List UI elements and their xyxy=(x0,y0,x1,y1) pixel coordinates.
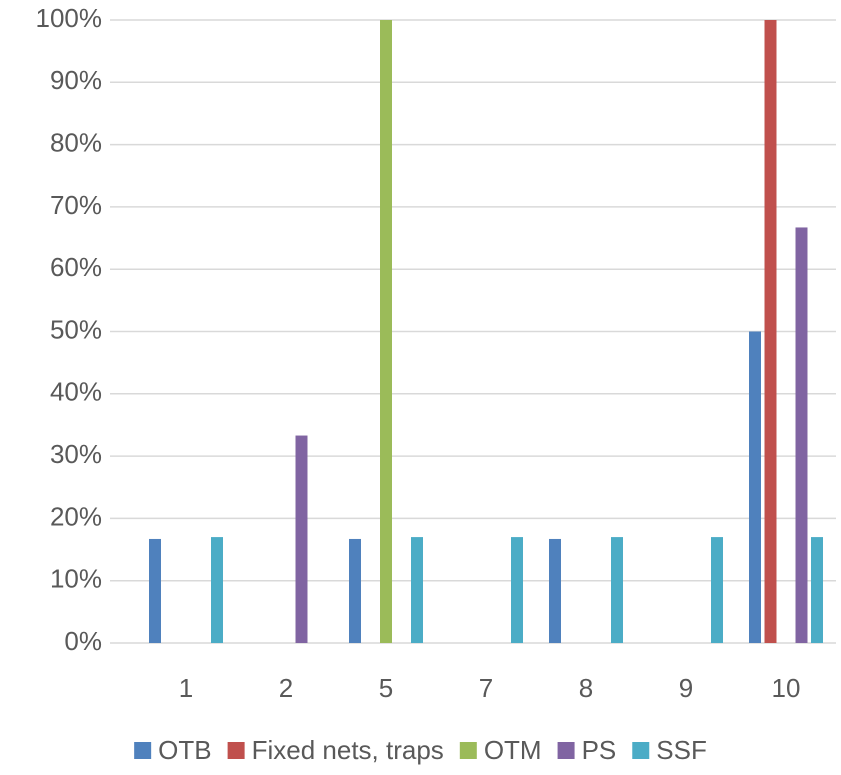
bar xyxy=(211,537,223,643)
x-tick-label: 10 xyxy=(772,673,801,703)
y-tick-label: 90% xyxy=(50,65,102,95)
legend-label: SSF xyxy=(656,735,707,765)
y-tick-label: 50% xyxy=(50,314,102,344)
y-tick-label: 70% xyxy=(50,190,102,220)
bar xyxy=(511,537,523,643)
x-tick-label: 5 xyxy=(379,673,393,703)
bar xyxy=(749,332,761,644)
bar xyxy=(811,537,823,643)
y-tick-label: 30% xyxy=(50,439,102,469)
y-tick-label: 20% xyxy=(50,501,102,531)
bar xyxy=(296,436,308,643)
legend-label: OTB xyxy=(158,735,211,765)
bar xyxy=(149,539,161,643)
y-tick-label: 40% xyxy=(50,377,102,407)
x-tick-label: 2 xyxy=(279,673,293,703)
y-tick-label: 0% xyxy=(64,626,102,656)
bar xyxy=(765,20,777,643)
x-tick-label: 8 xyxy=(579,673,593,703)
x-tick-label: 9 xyxy=(679,673,693,703)
legend-swatch xyxy=(460,742,477,759)
bar xyxy=(711,537,723,643)
y-tick-label: 80% xyxy=(50,127,102,157)
x-tick-label: 1 xyxy=(179,673,193,703)
bar xyxy=(611,537,623,643)
bar xyxy=(411,537,423,643)
legend-swatch xyxy=(558,742,575,759)
y-tick-label: 10% xyxy=(50,564,102,594)
x-tick-label: 7 xyxy=(479,673,493,703)
legend-swatch xyxy=(632,742,649,759)
y-tick-label: 60% xyxy=(50,252,102,282)
legend-label: OTM xyxy=(484,735,542,765)
bar xyxy=(380,20,392,643)
bar xyxy=(549,539,561,643)
legend-swatch xyxy=(228,742,245,759)
bar xyxy=(796,227,808,643)
bar xyxy=(349,539,361,643)
legend-label: Fixed nets, traps xyxy=(252,735,444,765)
legend-swatch xyxy=(134,742,151,759)
y-tick-label: 100% xyxy=(36,3,103,33)
legend-label: PS xyxy=(582,735,617,765)
chart: 0% 10% 20% 30% 40% 50% 60% 70% 80% 90% 100% 1 2 5 7 8 9 1… xyxy=(0,0,841,775)
